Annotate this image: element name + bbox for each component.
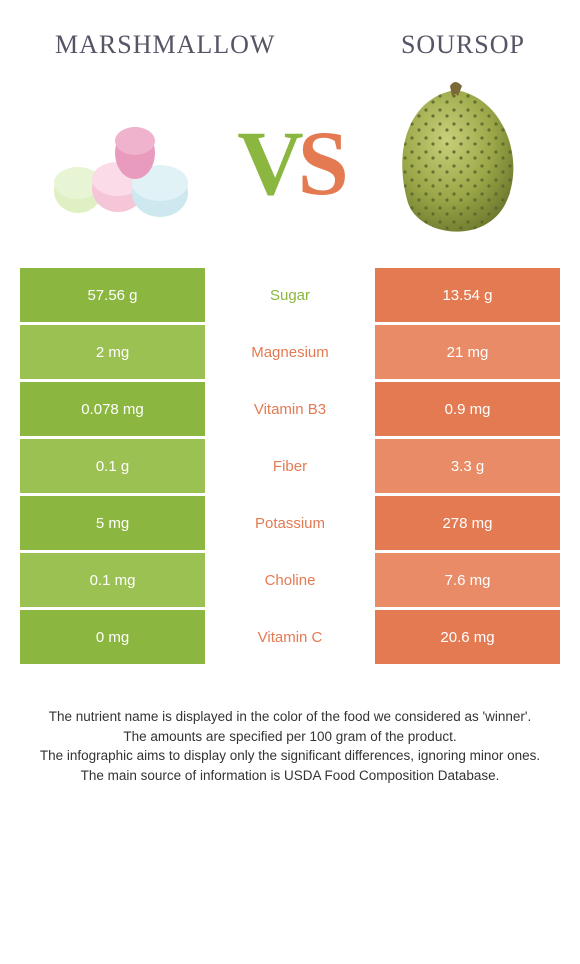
vs-label: VS <box>237 110 343 216</box>
nutrient-label: Choline <box>205 553 375 607</box>
table-row: 0 mgVitamin C20.6 mg <box>20 610 560 664</box>
footer-line: The main source of information is USDA F… <box>20 766 560 786</box>
footer-line: The nutrient name is displayed in the co… <box>20 707 560 727</box>
footer-line: The amounts are specified per 100 gram o… <box>20 727 560 747</box>
left-value: 0 mg <box>20 610 205 664</box>
table-row: 5 mgPotassium278 mg <box>20 496 560 550</box>
nutrient-label: Potassium <box>205 496 375 550</box>
nutrient-label: Sugar <box>205 268 375 322</box>
footer-notes: The nutrient name is displayed in the co… <box>0 667 580 785</box>
footer-line: The infographic aims to display only the… <box>20 746 560 766</box>
soursop-image <box>370 83 540 243</box>
table-row: 2 mgMagnesium21 mg <box>20 325 560 379</box>
right-value: 20.6 mg <box>375 610 560 664</box>
nutrient-label: Fiber <box>205 439 375 493</box>
table-row: 0.1 mgCholine7.6 mg <box>20 553 560 607</box>
left-value: 5 mg <box>20 496 205 550</box>
nutrient-label: Magnesium <box>205 325 375 379</box>
table-row: 0.078 mgVitamin B30.9 mg <box>20 382 560 436</box>
table-row: 57.56 gSugar13.54 g <box>20 268 560 322</box>
header: MARSHMALLOW SOURSOP <box>0 0 580 68</box>
left-value: 0.1 g <box>20 439 205 493</box>
nutrient-label: Vitamin B3 <box>205 382 375 436</box>
right-value: 7.6 mg <box>375 553 560 607</box>
left-value: 0.078 mg <box>20 382 205 436</box>
left-value: 57.56 g <box>20 268 205 322</box>
left-value: 2 mg <box>20 325 205 379</box>
right-value: 0.9 mg <box>375 382 560 436</box>
nutrient-label: Vitamin C <box>205 610 375 664</box>
marshmallow-image <box>40 83 210 243</box>
hero-row: VS <box>0 68 580 268</box>
right-value: 21 mg <box>375 325 560 379</box>
nutrient-table: 57.56 gSugar13.54 g2 mgMagnesium21 mg0.0… <box>0 268 580 664</box>
right-food-title: SOURSOP <box>401 30 525 60</box>
table-row: 0.1 gFiber3.3 g <box>20 439 560 493</box>
right-value: 278 mg <box>375 496 560 550</box>
left-food-title: MARSHMALLOW <box>55 30 275 60</box>
left-value: 0.1 mg <box>20 553 205 607</box>
right-value: 3.3 g <box>375 439 560 493</box>
right-value: 13.54 g <box>375 268 560 322</box>
